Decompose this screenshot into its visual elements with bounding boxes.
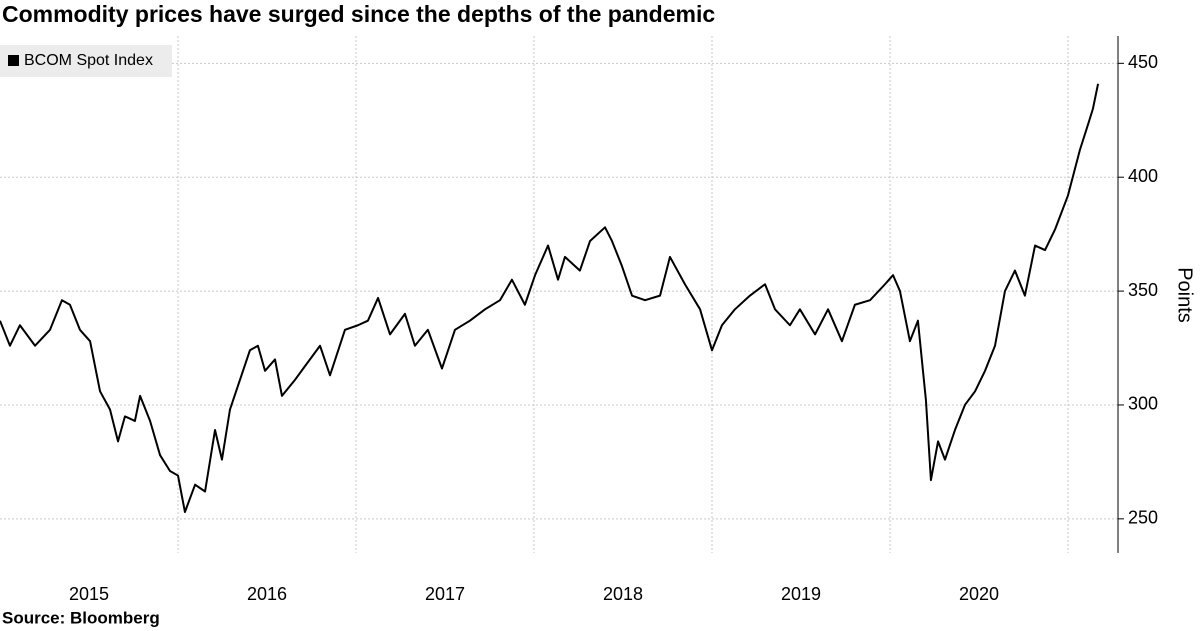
source: Source: Bloomberg <box>2 608 160 627</box>
legend-box <box>0 45 172 77</box>
x-tick-label: 2016 <box>247 584 287 604</box>
line <box>0 83 1100 514</box>
x-tick-label: 2017 <box>425 584 465 604</box>
chart-title: Commodity prices have surged since the d… <box>2 1 715 27</box>
x-tick-label: 2020 <box>959 584 999 604</box>
y-tick-label: 400 <box>1128 166 1158 186</box>
y-tick-label: 350 <box>1128 280 1158 300</box>
legend-label: BCOM Spot Index <box>24 52 153 69</box>
y-axis-label: Points <box>1174 267 1196 323</box>
x-tick-label: 2018 <box>603 584 643 604</box>
y-tick-label: 450 <box>1128 52 1158 72</box>
y-tick-label: 300 <box>1128 394 1158 414</box>
x-tick-label: 2015 <box>69 584 109 604</box>
legend-swatch <box>8 55 19 66</box>
y-tick-label: 250 <box>1128 508 1158 528</box>
x-tick-label: 2019 <box>781 584 821 604</box>
